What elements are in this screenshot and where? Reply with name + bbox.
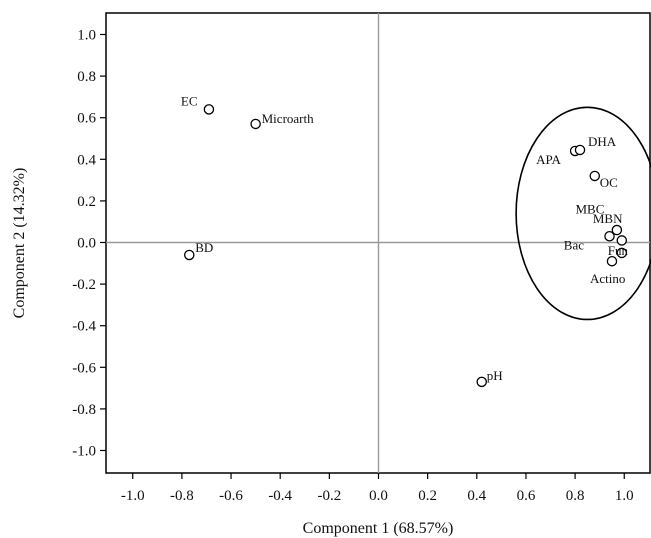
cluster-ellipse [515,106,651,321]
x-tick-label: 0.0 [369,488,388,504]
y-tick-label: -0.2 [72,277,96,293]
x-tick-label: 1.0 [615,488,634,504]
point-label-ph: pH [487,368,503,383]
point-label-ec: EC [181,93,198,108]
data-point-oc [589,170,601,182]
data-point-microarth [250,118,261,130]
y-tick-label: 0.4 [77,152,96,168]
x-axis-title: Component 1 (68.57%) [303,520,454,537]
point-label-actino: Actino [590,271,625,286]
data-point-actino [606,255,618,267]
y-axis: 1.0 0.8 0.6 0.4 0.2 0.0 -0.2 -0.4 -0.6 -0.8 -1.0 [72,28,106,460]
x-tick-label: 0.6 [517,488,536,504]
y-tick-label: 0.2 [77,194,96,210]
x-tick-label: 0.8 [566,488,585,504]
data-point-dha [574,144,586,156]
point-label-dha: DHA [588,134,617,149]
y-tick-label: -0.4 [72,319,96,335]
y-tick-label: -0.8 [72,402,96,418]
point-label-bd: BD [195,240,213,255]
point-label-mbc: MBC [576,201,605,216]
data-point-fun [616,247,628,259]
y-tick-label: 1.0 [77,28,96,44]
point-label-fun: Fun [608,243,629,258]
x-tick-label: 0.2 [418,488,437,504]
y-tick-label: 0.6 [77,111,96,127]
point-label-oc: OC [600,175,618,190]
point-label-mbn: MBN [593,211,623,226]
x-tick-label: -0.2 [317,488,341,504]
data-point-ph [476,376,487,388]
x-tick-label: 0.4 [467,488,486,504]
x-tick-label: -0.8 [170,488,194,504]
data-point-bd [184,249,195,261]
data-points [184,104,628,388]
y-tick-label: 0.0 [77,236,96,252]
point-label-microarth: Microarth [262,111,314,126]
x-axis: -1.0 -0.8 -0.6 -0.4 -0.2 0.0 0.2 0.4 0.6 0.8 1.0 [121,473,634,504]
y-tick-label: -0.6 [72,360,96,376]
data-point-bac [616,235,628,246]
y-tick-label: -1.0 [72,444,96,460]
data-point-mbc [604,231,615,242]
y-axis-title: Component 2 (14.32%) [11,168,28,319]
x-tick-label: -1.0 [121,488,145,504]
point-label-apa: APA [536,152,561,167]
x-tick-label: -0.6 [219,488,243,504]
reference-lines [106,13,650,473]
annotation-ellipse-layer [515,106,651,321]
point-label-bac: Bac [564,237,584,252]
y-tick-label: 0.8 [77,69,96,85]
x-tick-label: -0.4 [268,488,292,504]
data-point-mbn [611,224,623,236]
data-point-ec [203,104,215,115]
